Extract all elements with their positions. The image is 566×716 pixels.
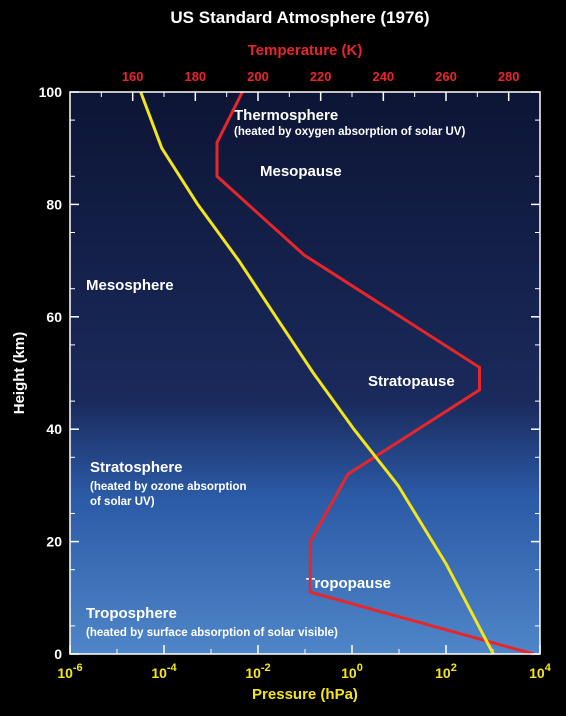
bottom-tick-label: 104 bbox=[529, 662, 552, 681]
y-tick-label: 20 bbox=[46, 534, 62, 550]
annotation-thermosphere: Thermosphere bbox=[234, 107, 338, 124]
annotation-mesopause: Mesopause bbox=[260, 163, 342, 180]
bottom-tick-base: 10 bbox=[57, 665, 73, 681]
bottom-tick-base: 10 bbox=[245, 665, 261, 681]
bottom-tick-label: 102 bbox=[435, 662, 457, 681]
annotation-line: Thermosphere bbox=[234, 107, 338, 124]
annotation-line: of solar UV) bbox=[90, 496, 155, 508]
bottom-axis-label: Pressure (hPa) bbox=[252, 686, 358, 703]
plot-background bbox=[70, 92, 540, 654]
top-tick-label: 280 bbox=[498, 69, 520, 84]
annotation-line: (heated by oxygen absorption of solar UV… bbox=[234, 126, 465, 138]
plot-frame bbox=[69, 91, 541, 655]
annotation-stratosphere-note: (heated by ozone absorption of solar UV) bbox=[90, 481, 247, 508]
chart-title: US Standard Atmosphere (1976) bbox=[170, 8, 429, 27]
annotation-line: Stratopause bbox=[368, 373, 455, 390]
temperature-profile-line bbox=[215, 91, 535, 656]
annotation-tropopause: Tropopause bbox=[306, 575, 391, 592]
annotation-stratopause: Stratopause bbox=[368, 373, 455, 390]
y-axis-label: Height (km) bbox=[11, 332, 28, 415]
pressure-profile-line bbox=[139, 91, 495, 655]
top-tick-label: 160 bbox=[122, 69, 144, 84]
y-tick-label: 40 bbox=[46, 421, 62, 437]
bottom-tick-label: 10-2 bbox=[245, 662, 270, 681]
annotation-line: Troposphere bbox=[86, 605, 177, 622]
annotation-line: (heated by surface absorption of solar v… bbox=[86, 627, 338, 639]
annotation-line: Tropopause bbox=[306, 575, 391, 592]
y-tick-label: 0 bbox=[54, 646, 62, 662]
bottom-tick-label: 10-6 bbox=[57, 662, 82, 681]
annotation-line: (heated by ozone absorption bbox=[90, 481, 247, 493]
y-tick-label: 100 bbox=[39, 84, 63, 100]
annotation-thermosphere-note: (heated by oxygen absorption of solar UV… bbox=[234, 126, 465, 138]
y-tick-label: 80 bbox=[46, 196, 62, 212]
bottom-tick-exponent: 4 bbox=[545, 662, 552, 674]
bottom-tick-exponent: -6 bbox=[73, 662, 83, 674]
bottom-tick-label: 100 bbox=[341, 662, 363, 681]
bottom-tick-base: 10 bbox=[529, 665, 545, 681]
bottom-tick-label: 10-4 bbox=[151, 662, 177, 681]
annotation-troposphere: Troposphere bbox=[86, 605, 177, 622]
annotation-mesosphere: Mesosphere bbox=[86, 277, 174, 294]
top-tick-label: 240 bbox=[372, 69, 394, 84]
bottom-tick-base: 10 bbox=[151, 665, 167, 681]
bottom-tick-exponent: 2 bbox=[451, 662, 457, 674]
y-tick-label: 60 bbox=[46, 309, 62, 325]
annotation-line: Stratosphere bbox=[90, 459, 183, 476]
bottom-tick-exponent: -2 bbox=[261, 662, 271, 674]
top-tick-label: 220 bbox=[310, 69, 332, 84]
bottom-tick-base: 10 bbox=[435, 665, 451, 681]
annotation-line: Mesopause bbox=[260, 163, 342, 180]
bottom-tick-exponent: -4 bbox=[167, 662, 178, 674]
top-tick-label: 260 bbox=[435, 69, 457, 84]
top-axis-label: Temperature (K) bbox=[248, 42, 363, 59]
top-tick-label: 180 bbox=[184, 69, 206, 84]
bottom-tick-exponent: 0 bbox=[357, 662, 363, 674]
top-tick-label: 200 bbox=[247, 69, 269, 84]
bottom-tick-base: 10 bbox=[341, 665, 357, 681]
annotation-troposphere-note: (heated by surface absorption of solar v… bbox=[86, 627, 338, 639]
annotation-line: Mesosphere bbox=[86, 277, 174, 294]
annotation-stratosphere: Stratosphere bbox=[90, 459, 183, 476]
